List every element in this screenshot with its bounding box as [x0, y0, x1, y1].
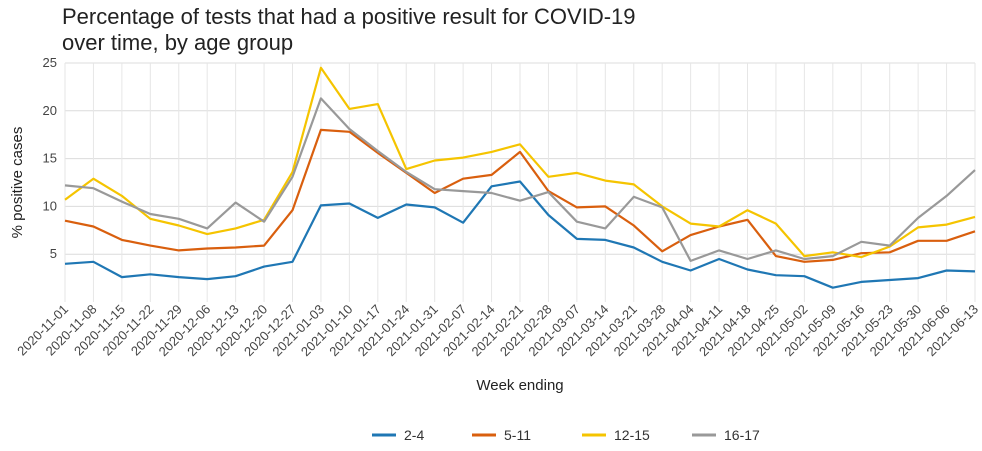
y-tick-label: 20	[43, 103, 57, 118]
series-line-16-17	[64, 97, 976, 262]
legend-label: 5-11	[504, 427, 531, 443]
x-tick-labels: 2020-11-012020-11-082020-11-152020-11-22…	[14, 302, 981, 360]
y-tick-label: 5	[50, 246, 57, 261]
legend-label: 12-15	[614, 427, 650, 443]
chart-title: Percentage of tests that had a positive …	[62, 4, 636, 55]
series-line-5-11	[64, 128, 976, 263]
legend-label: 16-17	[724, 427, 760, 443]
series-line-2-4	[64, 180, 976, 289]
legend: 2-4 5-11 12-15 16-17	[372, 427, 760, 443]
series-line-12-15	[64, 66, 976, 259]
y-axis-title: % positive cases	[9, 127, 26, 239]
series-lines	[64, 66, 976, 289]
x-axis-title: Week ending	[476, 377, 563, 394]
legend-label: 2-4	[404, 427, 424, 443]
y-tick-label: 25	[43, 55, 57, 70]
y-tick-label: 10	[43, 198, 57, 213]
y-tick-label: 15	[43, 151, 57, 166]
y-tick-labels: 5 10 15 20 25	[43, 55, 57, 261]
